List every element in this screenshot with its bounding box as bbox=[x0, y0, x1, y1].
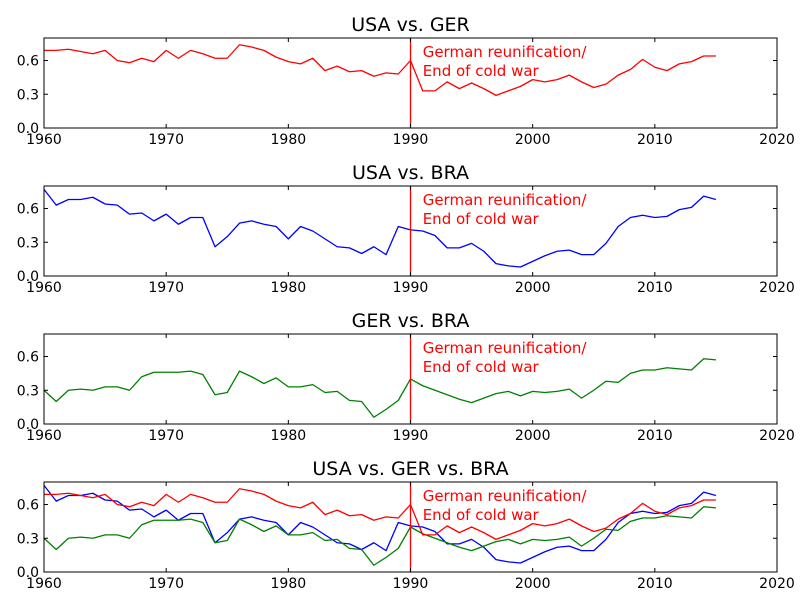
series-line-1 bbox=[43, 188, 717, 268]
x-tick-label: 2010 bbox=[637, 280, 673, 296]
y-tick-label: 0.3 bbox=[17, 531, 39, 547]
annotation-line-2: End of cold war bbox=[423, 62, 540, 80]
annotation-line-2: End of cold war bbox=[423, 358, 540, 376]
annotation-line-1: German reunification/ bbox=[423, 339, 588, 357]
y-tick-label: 0.0 bbox=[17, 121, 39, 137]
annotation-line-1: German reunification/ bbox=[423, 487, 588, 505]
x-tick-label: 1990 bbox=[393, 576, 429, 592]
x-tick-label: 2020 bbox=[759, 576, 795, 592]
x-tick-label: 2010 bbox=[637, 132, 673, 148]
y-tick-label: 0.0 bbox=[17, 565, 39, 581]
annotation-line-1: German reunification/ bbox=[423, 191, 588, 209]
x-tick-label: 1990 bbox=[393, 132, 429, 148]
x-tick-label: 1960 bbox=[26, 280, 62, 296]
x-tick-label: 1960 bbox=[26, 132, 62, 148]
y-tick-label: 0.3 bbox=[17, 87, 39, 103]
x-tick-label: 1970 bbox=[148, 132, 184, 148]
x-tick-label: 1980 bbox=[271, 132, 307, 148]
x-tick-label: 1990 bbox=[393, 280, 429, 296]
subplot-1: USA vs. GER German reunification/End of c… bbox=[17, 14, 795, 148]
x-tick-label: 2000 bbox=[515, 428, 551, 444]
y-tick-label: 0.6 bbox=[17, 498, 39, 514]
subplot-title: USA vs. BRA bbox=[352, 162, 469, 184]
subplot-title: USA vs. GER bbox=[351, 14, 470, 36]
subplot-title: USA vs. GER vs. BRA bbox=[312, 458, 508, 480]
y-tick-label: 0.0 bbox=[17, 417, 39, 433]
x-tick-label: 2010 bbox=[637, 428, 673, 444]
y-tick-label: 0.3 bbox=[17, 235, 39, 251]
series-line-1 bbox=[44, 44, 716, 97]
x-tick-label: 2000 bbox=[515, 132, 551, 148]
x-tick-label: 2020 bbox=[759, 280, 795, 296]
annotation-line-1: German reunification/ bbox=[423, 43, 588, 61]
y-tick-label: 0.0 bbox=[17, 269, 39, 285]
x-tick-label: 1980 bbox=[271, 576, 307, 592]
series-line-1 bbox=[43, 484, 717, 564]
x-tick-label: 1980 bbox=[271, 428, 307, 444]
x-tick-label: 2020 bbox=[759, 428, 795, 444]
x-tick-label: 1960 bbox=[26, 428, 62, 444]
series-line-1 bbox=[43, 358, 716, 418]
x-tick-label: 1970 bbox=[148, 576, 184, 592]
x-tick-label: 1960 bbox=[26, 576, 62, 592]
x-tick-label: 2000 bbox=[515, 280, 551, 296]
x-tick-label: 2020 bbox=[759, 132, 795, 148]
annotation-line-2: End of cold war bbox=[423, 210, 540, 228]
x-tick-label: 1980 bbox=[271, 280, 307, 296]
x-tick-label: 2010 bbox=[637, 576, 673, 592]
annotation-line-2: End of cold war bbox=[423, 506, 540, 524]
subplot-2: USA vs. BRA German reunification/End of c… bbox=[17, 162, 795, 296]
y-tick-label: 0.6 bbox=[17, 202, 39, 218]
subplot-4: USA vs. GER vs. BRA German reunification/… bbox=[17, 458, 795, 592]
subplot-3: GER vs. BRA German reunification/End of c… bbox=[17, 310, 795, 444]
series-line-3 bbox=[44, 488, 716, 541]
x-tick-label: 1990 bbox=[393, 428, 429, 444]
subplot-title: GER vs. BRA bbox=[352, 310, 470, 332]
x-tick-label: 1970 bbox=[148, 280, 184, 296]
y-tick-label: 0.3 bbox=[17, 383, 39, 399]
x-tick-label: 1970 bbox=[148, 428, 184, 444]
y-tick-label: 0.6 bbox=[17, 54, 39, 70]
subplot-grid: USA vs. GER German reunification/End of c… bbox=[17, 14, 795, 592]
y-tick-label: 0.6 bbox=[17, 350, 39, 366]
series-line-2 bbox=[43, 506, 716, 566]
x-tick-label: 2000 bbox=[515, 576, 551, 592]
